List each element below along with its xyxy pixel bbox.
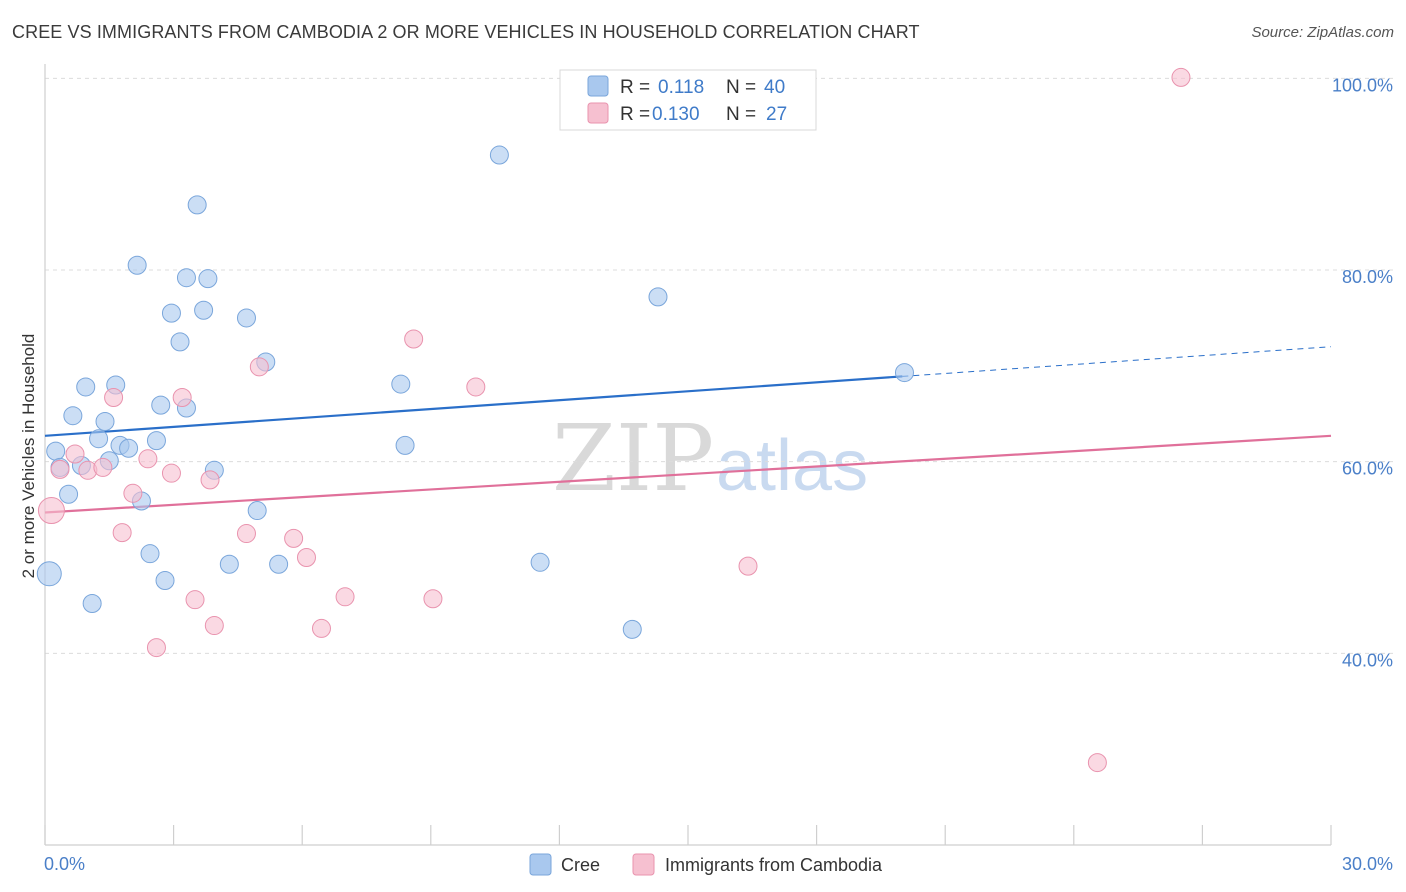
cree-point [648, 287, 668, 307]
cree-point [198, 269, 218, 289]
cree-point [76, 377, 96, 397]
watermark-zip: ZIP [552, 405, 714, 512]
cambodia-point [104, 387, 124, 407]
x-tick-label: 30.0% [1342, 854, 1393, 874]
cambodia-point [311, 618, 331, 638]
x-tick-label: 0.0% [44, 854, 85, 874]
bottom-legend: Cree Immigrants from Cambodia [529, 853, 883, 876]
cree-point [622, 619, 642, 639]
cambodia-point [93, 457, 113, 477]
legend-r-label-cambodia: R = [620, 104, 650, 125]
cree-point [63, 406, 83, 426]
legend-n-value-cree: 40 [764, 77, 785, 98]
legend-n-label-cree: N = [726, 77, 756, 98]
cree-point [59, 484, 79, 504]
cambodia-point [185, 590, 205, 610]
cambodia-point [404, 329, 424, 349]
source-credit: Source: ZipAtlas.com [1251, 24, 1394, 41]
cambodia-point [204, 616, 224, 636]
cambodia-point [296, 548, 316, 568]
legend-r-value-cree: 0.118 [658, 77, 704, 98]
cambodia-point [335, 587, 355, 607]
cree-point [170, 332, 190, 352]
watermark-atlas: atlas [716, 426, 868, 506]
bottom-legend-label-cambodia: Immigrants from Cambodia [665, 855, 883, 875]
cambodia-point [738, 556, 758, 576]
cree-point [127, 255, 147, 275]
cree-point [489, 145, 509, 165]
cree-point [176, 268, 196, 288]
cambodia-point [200, 470, 220, 490]
cree-point [530, 552, 550, 572]
cambodia-point [466, 377, 486, 397]
cree-point [187, 195, 207, 215]
y-tick-label: 80.0% [1342, 267, 1393, 287]
trend-layer [44, 346, 1332, 514]
cree-point [140, 544, 160, 564]
cree-point [194, 300, 214, 320]
cambodia-point [1087, 753, 1107, 773]
bottom-legend-label-cree: Cree [561, 855, 600, 875]
cambodia-point [50, 459, 70, 479]
cree-point [236, 308, 256, 328]
cree-point [391, 374, 411, 394]
bottom-legend-swatch-cambodia [632, 853, 655, 876]
trend-line-cree [44, 375, 903, 437]
cree-point [155, 571, 175, 591]
y-axis-title: 2 or more Vehicles in Household [19, 334, 38, 579]
legend-n-label-cambodia: N = [726, 104, 756, 125]
cree-point [219, 554, 239, 574]
cree-point [247, 501, 267, 521]
cambodia-point [249, 357, 269, 377]
legend-r-value-cambodia: 0.130 [652, 104, 700, 125]
top-legend: R = 0.118 N = 40 R = 0.130 N = 27 [559, 69, 817, 131]
cree-point [894, 363, 914, 383]
cambodia-point [284, 528, 304, 548]
cree-point [82, 594, 102, 614]
cambodia-point [112, 523, 132, 543]
legend-swatch-cree [587, 75, 609, 97]
y-tick-label: 40.0% [1342, 650, 1393, 670]
points-layer [36, 67, 1191, 773]
cree-point [95, 411, 115, 431]
cambodia-point [138, 449, 158, 469]
legend-n-value-cambodia: 27 [766, 104, 787, 125]
cree-point [151, 395, 171, 415]
cambodia-point [123, 483, 143, 503]
cambodia-point [161, 463, 181, 483]
grid-layer [45, 77, 1393, 654]
axis-layer [44, 64, 1332, 846]
trend-line-cambodia [44, 434, 1332, 514]
cree-point [36, 561, 62, 587]
bottom-legend-swatch-cree [529, 853, 552, 876]
cree-point [161, 303, 181, 323]
legend-swatch-cambodia [587, 102, 609, 124]
cree-point [89, 429, 109, 449]
y-tick-label: 100.0% [1332, 75, 1393, 95]
cree-point [46, 441, 66, 461]
cambodia-point [37, 497, 65, 525]
cree-point [146, 431, 166, 451]
cree-point [119, 438, 139, 458]
cambodia-point [146, 638, 166, 658]
cambodia-point [172, 387, 192, 407]
cambodia-point [1171, 67, 1191, 87]
legend-r-label-cree: R = [620, 77, 650, 98]
chart-title: CREE VS IMMIGRANTS FROM CAMBODIA 2 OR MO… [12, 22, 920, 42]
label-layer: 40.0% 60.0% 80.0% 100.0% 0.0% 30.0% [44, 75, 1393, 874]
cambodia-point [236, 524, 256, 544]
trend-line-cree-extrapolated [902, 346, 1332, 377]
cambodia-point [65, 444, 85, 464]
cree-point [395, 435, 415, 455]
cambodia-point [423, 589, 443, 609]
cree-point [269, 554, 289, 574]
y-tick-label: 60.0% [1342, 459, 1393, 479]
